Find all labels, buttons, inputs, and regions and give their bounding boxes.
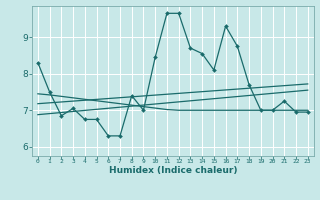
X-axis label: Humidex (Indice chaleur): Humidex (Indice chaleur) <box>108 166 237 175</box>
